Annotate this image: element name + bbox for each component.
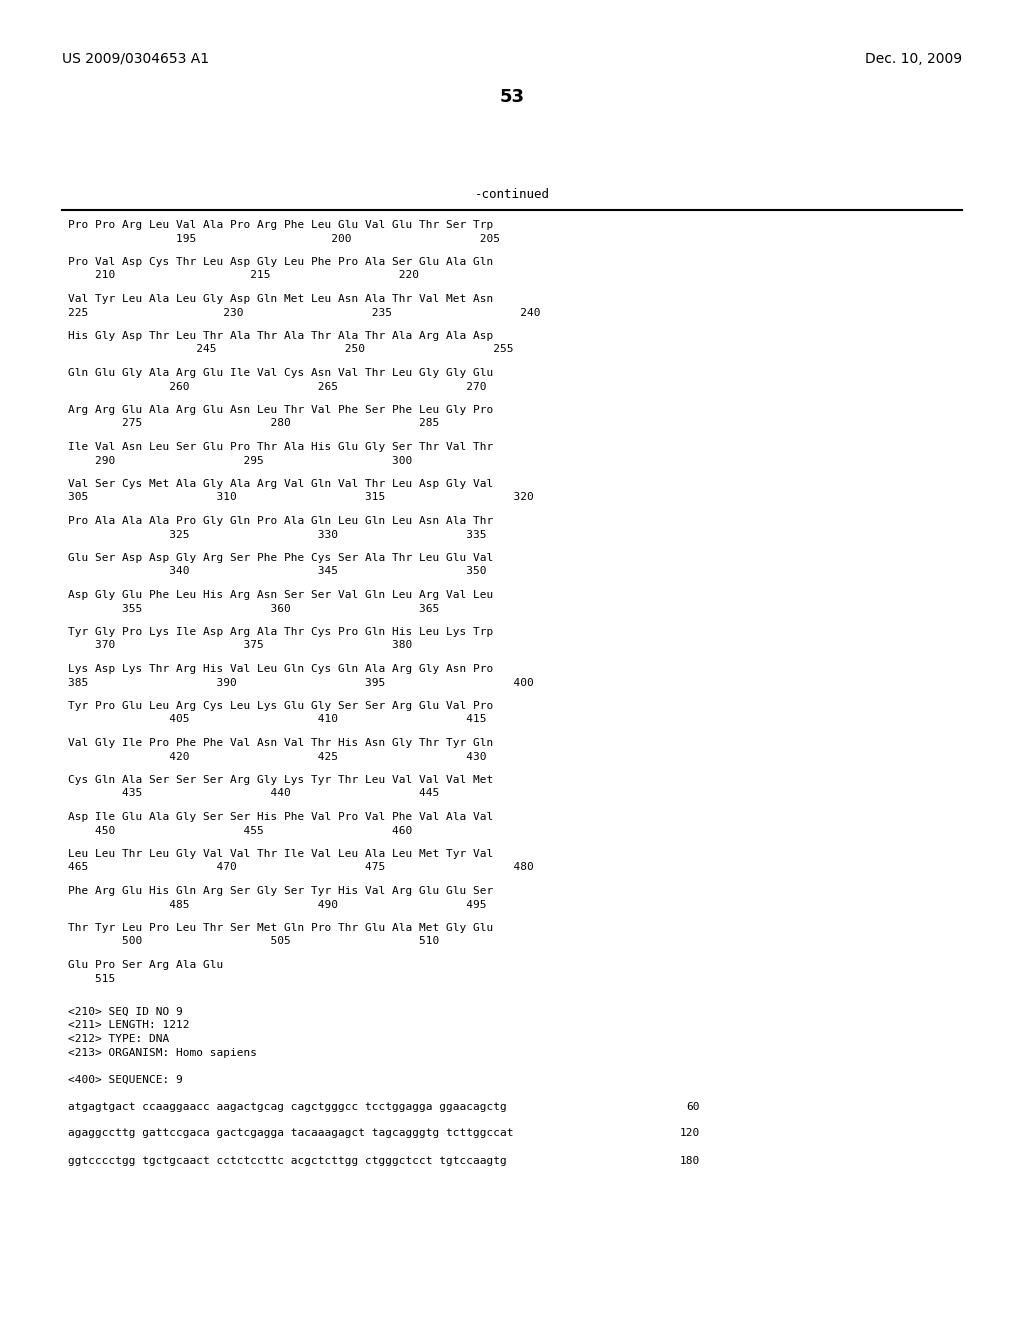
Text: 225                    230                   235                   240: 225 230 235 240 — [68, 308, 541, 318]
Text: His Gly Asp Thr Leu Thr Ala Thr Ala Thr Ala Thr Ala Arg Ala Asp: His Gly Asp Thr Leu Thr Ala Thr Ala Thr … — [68, 331, 494, 341]
Text: Val Tyr Leu Ala Leu Gly Asp Gln Met Leu Asn Ala Thr Val Met Asn: Val Tyr Leu Ala Leu Gly Asp Gln Met Leu … — [68, 294, 494, 304]
Text: Val Gly Ile Pro Phe Phe Val Asn Val Thr His Asn Gly Thr Tyr Gln: Val Gly Ile Pro Phe Phe Val Asn Val Thr … — [68, 738, 494, 748]
Text: Cys Gln Ala Ser Ser Ser Arg Gly Lys Tyr Thr Leu Val Val Val Met: Cys Gln Ala Ser Ser Ser Arg Gly Lys Tyr … — [68, 775, 494, 785]
Text: <400> SEQUENCE: 9: <400> SEQUENCE: 9 — [68, 1074, 182, 1085]
Text: 60: 60 — [686, 1101, 700, 1111]
Text: Dec. 10, 2009: Dec. 10, 2009 — [865, 51, 962, 66]
Text: Gln Glu Gly Ala Arg Glu Ile Val Cys Asn Val Thr Leu Gly Gly Glu: Gln Glu Gly Ala Arg Glu Ile Val Cys Asn … — [68, 368, 494, 378]
Text: agaggccttg gattccgaca gactcgagga tacaaagagct tagcagggtg tcttggccat: agaggccttg gattccgaca gactcgagga tacaaag… — [68, 1129, 513, 1138]
Text: Tyr Pro Glu Leu Arg Cys Leu Lys Glu Gly Ser Ser Arg Glu Val Pro: Tyr Pro Glu Leu Arg Cys Leu Lys Glu Gly … — [68, 701, 494, 711]
Text: <210> SEQ ID NO 9: <210> SEQ ID NO 9 — [68, 1007, 182, 1016]
Text: 305                   310                   315                   320: 305 310 315 320 — [68, 492, 534, 503]
Text: 515: 515 — [68, 974, 116, 983]
Text: Leu Leu Thr Leu Gly Val Val Thr Ile Val Leu Ala Leu Met Tyr Val: Leu Leu Thr Leu Gly Val Val Thr Ile Val … — [68, 849, 494, 859]
Text: Arg Arg Glu Ala Arg Glu Asn Leu Thr Val Phe Ser Phe Leu Gly Pro: Arg Arg Glu Ala Arg Glu Asn Leu Thr Val … — [68, 405, 494, 414]
Text: 325                   330                   335: 325 330 335 — [68, 529, 486, 540]
Text: Val Ser Cys Met Ala Gly Ala Arg Val Gln Val Thr Leu Asp Gly Val: Val Ser Cys Met Ala Gly Ala Arg Val Gln … — [68, 479, 494, 488]
Text: <213> ORGANISM: Homo sapiens: <213> ORGANISM: Homo sapiens — [68, 1048, 257, 1057]
Text: Pro Ala Ala Ala Pro Gly Gln Pro Ala Gln Leu Gln Leu Asn Ala Thr: Pro Ala Ala Ala Pro Gly Gln Pro Ala Gln … — [68, 516, 494, 525]
Text: <211> LENGTH: 1212: <211> LENGTH: 1212 — [68, 1020, 189, 1031]
Text: 420                   425                   430: 420 425 430 — [68, 751, 486, 762]
Text: -continued: -continued — [474, 187, 550, 201]
Text: 405                   410                   415: 405 410 415 — [68, 714, 486, 725]
Text: 275                   280                   285: 275 280 285 — [68, 418, 439, 429]
Text: 290                   295                   300: 290 295 300 — [68, 455, 413, 466]
Text: atgagtgact ccaaggaacc aagactgcag cagctgggcc tcctggagga ggaacagctg: atgagtgact ccaaggaacc aagactgcag cagctgg… — [68, 1101, 507, 1111]
Text: 120: 120 — [680, 1129, 700, 1138]
Text: Pro Val Asp Cys Thr Leu Asp Gly Leu Phe Pro Ala Ser Glu Ala Gln: Pro Val Asp Cys Thr Leu Asp Gly Leu Phe … — [68, 257, 494, 267]
Text: 210                    215                   220: 210 215 220 — [68, 271, 419, 281]
Text: 450                   455                   460: 450 455 460 — [68, 825, 413, 836]
Text: 435                   440                   445: 435 440 445 — [68, 788, 439, 799]
Text: 260                   265                   270: 260 265 270 — [68, 381, 486, 392]
Text: 385                   390                   395                   400: 385 390 395 400 — [68, 677, 534, 688]
Text: ggtcccctgg tgctgcaact cctctccttc acgctcttgg ctgggctcct tgtccaagtg: ggtcccctgg tgctgcaact cctctccttc acgctct… — [68, 1155, 507, 1166]
Text: Asp Gly Glu Phe Leu His Arg Asn Ser Ser Val Gln Leu Arg Val Leu: Asp Gly Glu Phe Leu His Arg Asn Ser Ser … — [68, 590, 494, 601]
Text: 485                   490                   495: 485 490 495 — [68, 899, 486, 909]
Text: 340                   345                   350: 340 345 350 — [68, 566, 486, 577]
Text: 195                    200                   205: 195 200 205 — [68, 234, 500, 243]
Text: 245                   250                   255: 245 250 255 — [68, 345, 513, 355]
Text: Thr Tyr Leu Pro Leu Thr Ser Met Gln Pro Thr Glu Ala Met Gly Glu: Thr Tyr Leu Pro Leu Thr Ser Met Gln Pro … — [68, 923, 494, 933]
Text: 370                   375                   380: 370 375 380 — [68, 640, 413, 651]
Text: Asp Ile Glu Ala Gly Ser Ser His Phe Val Pro Val Phe Val Ala Val: Asp Ile Glu Ala Gly Ser Ser His Phe Val … — [68, 812, 494, 822]
Text: Phe Arg Glu His Gln Arg Ser Gly Ser Tyr His Val Arg Glu Glu Ser: Phe Arg Glu His Gln Arg Ser Gly Ser Tyr … — [68, 886, 494, 896]
Text: Ile Val Asn Leu Ser Glu Pro Thr Ala His Glu Gly Ser Thr Val Thr: Ile Val Asn Leu Ser Glu Pro Thr Ala His … — [68, 442, 494, 451]
Text: Pro Pro Arg Leu Val Ala Pro Arg Phe Leu Glu Val Glu Thr Ser Trp: Pro Pro Arg Leu Val Ala Pro Arg Phe Leu … — [68, 220, 494, 230]
Text: 355                   360                   365: 355 360 365 — [68, 603, 439, 614]
Text: Lys Asp Lys Thr Arg His Val Leu Gln Cys Gln Ala Arg Gly Asn Pro: Lys Asp Lys Thr Arg His Val Leu Gln Cys … — [68, 664, 494, 675]
Text: Tyr Gly Pro Lys Ile Asp Arg Ala Thr Cys Pro Gln His Leu Lys Trp: Tyr Gly Pro Lys Ile Asp Arg Ala Thr Cys … — [68, 627, 494, 638]
Text: 465                   470                   475                   480: 465 470 475 480 — [68, 862, 534, 873]
Text: <212> TYPE: DNA: <212> TYPE: DNA — [68, 1034, 169, 1044]
Text: Glu Pro Ser Arg Ala Glu: Glu Pro Ser Arg Ala Glu — [68, 960, 223, 970]
Text: US 2009/0304653 A1: US 2009/0304653 A1 — [62, 51, 209, 66]
Text: 180: 180 — [680, 1155, 700, 1166]
Text: 53: 53 — [500, 88, 524, 106]
Text: 500                   505                   510: 500 505 510 — [68, 936, 439, 946]
Text: Glu Ser Asp Asp Gly Arg Ser Phe Phe Cys Ser Ala Thr Leu Glu Val: Glu Ser Asp Asp Gly Arg Ser Phe Phe Cys … — [68, 553, 494, 564]
